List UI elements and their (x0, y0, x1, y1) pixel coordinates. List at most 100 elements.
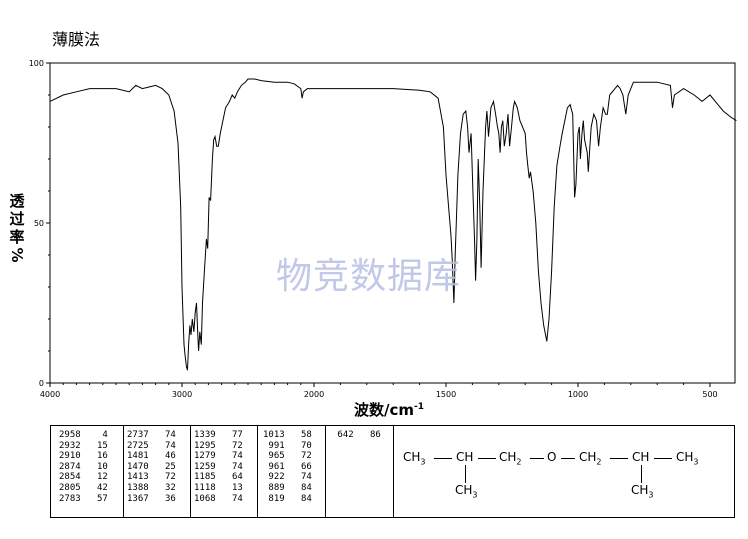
peak-wavenumber: 889 (263, 482, 285, 493)
peak-transmittance: 72 (284, 451, 312, 462)
peak-row: 922 74 (263, 472, 311, 483)
table-divider (190, 426, 191, 517)
chart-axes (49, 62, 736, 384)
peak-row: 1339 77 (194, 430, 243, 441)
bond (610, 458, 628, 459)
peak-transmittance: 84 (284, 493, 312, 504)
peak-transmittance: 16 (80, 451, 108, 462)
atom-oxygen: O (547, 450, 557, 464)
peak-column: 2737 74 2725 74 1481 46 1470 25 1413 72 1388 … (127, 430, 176, 504)
peak-transmittance: 32 (148, 482, 176, 493)
peak-row: 819 84 (263, 493, 312, 505)
peak-transmittance: 86 (353, 430, 381, 440)
peak-row: 1367 36 (127, 494, 176, 505)
peak-row: 1185 64 (194, 472, 243, 483)
peak-wavenumber: 2874 (59, 461, 81, 472)
peak-transmittance: 46 (148, 451, 176, 462)
peak-wavenumber: 1413 (127, 472, 149, 483)
y-axis-label: 透 过 率 % (6, 192, 28, 264)
bond (561, 458, 575, 459)
atom-ch2-right: CH2 (579, 450, 602, 467)
x-tick-label: 1000 (568, 390, 588, 399)
atom-ch-left: CH (456, 450, 474, 464)
peak-wavenumber: 922 (263, 472, 285, 483)
peak-transmittance: 66 (284, 461, 312, 472)
x-tick-label: 3000 (172, 390, 192, 399)
peak-wavenumber: 819 (263, 493, 285, 504)
peak-row: 991 70 (263, 441, 311, 452)
peak-transmittance: 10 (80, 461, 108, 472)
peak-row: 2910 16 (59, 451, 108, 462)
peak-transmittance: 58 (284, 430, 312, 440)
peak-transmittance: 15 (80, 440, 108, 451)
x-label-text: 波数/cm (354, 401, 415, 419)
x-tick-label: 1500 (436, 390, 456, 399)
peak-transmittance: 84 (284, 482, 312, 493)
watermark: 物竞数据库 (276, 256, 462, 297)
peak-transmittance: 72 (215, 440, 243, 451)
bond (654, 458, 672, 459)
atom-ch3-left: CH3 (403, 450, 426, 467)
x-tick-label: 500 (702, 390, 717, 399)
peak-wavenumber: 1259 (194, 461, 216, 472)
peak-wavenumber: 1339 (194, 430, 216, 440)
peak-wavenumber: 1481 (127, 451, 149, 462)
atom-ch2-left: CH2 (499, 450, 522, 467)
peak-row: 1470 25 (127, 462, 176, 473)
y-label-char-3: 率 (9, 228, 25, 246)
atom-ch-right: CH (632, 450, 650, 464)
peak-transmittance: 57 (80, 493, 108, 504)
peak-row: 1413 72 (127, 472, 176, 483)
atom-ch3-right: CH3 (676, 450, 699, 467)
peak-transmittance: 74 (148, 440, 176, 451)
peak-wavenumber: 2932 (59, 440, 81, 451)
peak-transmittance: 74 (215, 461, 243, 472)
y-label-char-1: 透 (9, 192, 25, 210)
peak-row: 1279 74 (194, 451, 243, 462)
peak-transmittance: 12 (80, 472, 108, 483)
peak-column: 642 86 (332, 430, 381, 441)
table-divider (325, 426, 326, 517)
peak-column: 1013 58 991 70 965 72 961 66 922 74 889 … (263, 430, 312, 504)
peak-row: 2725 74 (127, 441, 176, 452)
x-tick-label: 2000 (304, 390, 324, 399)
bond (478, 458, 496, 459)
x-label-exponent: -1 (414, 402, 425, 412)
peak-row: 1118 13 (194, 483, 243, 494)
peak-row: 2958 4 (59, 430, 108, 441)
y-ticks: 0 50 100 (29, 59, 50, 388)
peak-wavenumber: 961 (263, 461, 285, 472)
bond (641, 465, 642, 483)
peak-row: 965 72 (263, 451, 312, 462)
peak-transmittance: 4 (80, 430, 108, 440)
peak-row: 1295 72 (194, 441, 243, 452)
peak-wavenumber: 965 (263, 451, 285, 462)
peak-wavenumber: 1295 (194, 440, 216, 451)
peak-transmittance: 36 (148, 493, 176, 504)
peak-table: 2958 4 2932 15 2910 16 2874 10 2854 12 2805 4… (50, 425, 735, 518)
bond (434, 458, 452, 459)
x-axis-label: 波数/cm-1 (354, 399, 424, 420)
peak-wavenumber: 1388 (127, 482, 149, 493)
peak-wavenumber: 2854 (59, 472, 81, 483)
atom-ch3-branch-right: CH3 (631, 483, 654, 500)
peak-row: 889 84 (263, 482, 312, 494)
peak-wavenumber: 1279 (194, 451, 216, 462)
peak-wavenumber: 1470 (127, 461, 149, 472)
y-tick-label: 0 (39, 379, 44, 388)
peak-transmittance: 77 (215, 430, 243, 440)
peak-transmittance: 64 (215, 472, 243, 483)
peak-row: 1068 74 (194, 494, 243, 505)
peak-row: 961 66 (263, 461, 312, 473)
x-tick-label: 4000 (40, 390, 60, 399)
peak-wavenumber: 642 (332, 430, 354, 440)
ir-spectrum-chart: 4000 3000 2000 1500 1000 500 0 50 100 (29, 59, 737, 399)
peak-transmittance: 42 (80, 482, 108, 493)
peak-row: 1259 74 (194, 462, 243, 473)
peak-transmittance: 25 (148, 461, 176, 472)
peak-wavenumber: 1367 (127, 493, 149, 504)
peak-wavenumber: 1118 (194, 482, 216, 493)
peak-wavenumber: 2910 (59, 451, 81, 462)
bond (530, 458, 544, 459)
peak-row: 2932 15 (59, 441, 108, 452)
